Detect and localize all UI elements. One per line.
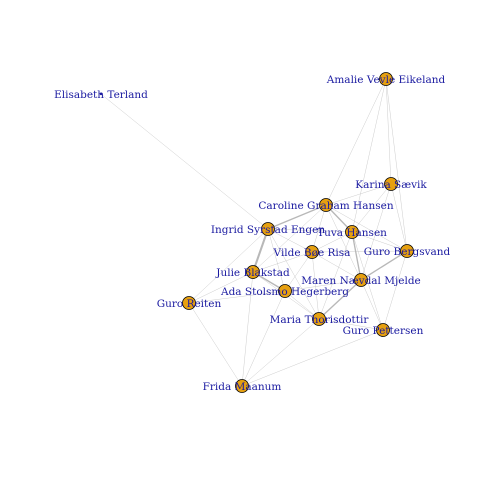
node-label-maria: Maria Thorisdottir	[270, 314, 370, 326]
edge-maren-guro_p	[360, 279, 384, 331]
edge-amalie-caroline	[325, 78, 387, 206]
node-caroline	[319, 198, 333, 212]
node-label-guro_p: Guro Pettersen	[343, 325, 424, 337]
node-ada	[278, 284, 292, 298]
node-maria	[312, 312, 326, 326]
edge-tuva-maren	[351, 231, 362, 281]
edge-tuva-vilde	[311, 231, 353, 253]
edge-caroline-maren	[325, 204, 362, 281]
node-label-ada: Ada Stolsmo Hegerberg	[220, 286, 349, 298]
edge-layer	[100, 78, 408, 387]
edge-ingrid-guro_r	[188, 228, 269, 304]
edge-amalie-guro_b	[385, 78, 408, 252]
edge-guro_b-vilde	[311, 250, 408, 253]
node-vilde	[305, 245, 319, 259]
edge-guro_b-maren	[360, 250, 408, 281]
edge-julie-guro_r	[188, 271, 254, 304]
node-amalie	[379, 72, 393, 86]
node-label-julie: Julie Blakstad	[215, 267, 290, 279]
edge-vilde-julie	[252, 251, 313, 273]
node-layer	[99, 72, 414, 393]
edge-guro_b-guro_p	[382, 250, 408, 331]
edge-ada-frida	[241, 290, 286, 387]
edge-ada-guro_r	[188, 290, 286, 304]
node-karina	[384, 177, 398, 191]
node-tuva	[345, 225, 359, 239]
edge-karina-caroline	[325, 183, 392, 206]
node-label-vilde: Vilde Bøe Risa	[273, 247, 351, 259]
edge-maren-ada	[284, 279, 362, 292]
node-ingrid	[261, 222, 275, 236]
node-frida	[235, 379, 249, 393]
edge-karina-guro_b	[390, 183, 408, 252]
node-label-elisabeth: Elisabeth Terland	[54, 89, 148, 101]
edge-ada-maria	[284, 290, 320, 320]
node-julie	[246, 265, 260, 279]
edge-vilde-maren	[311, 251, 362, 281]
node-label-maren: Maren Nævdal Mjelde	[301, 275, 421, 287]
node-guro_b	[400, 244, 414, 258]
node-maren	[354, 273, 368, 287]
node-guro_r	[182, 296, 196, 310]
edge-ingrid-maria	[267, 228, 320, 320]
edge-caroline-vilde	[311, 204, 327, 253]
edge-vilde-maria	[311, 251, 320, 320]
edge-guro_p-frida	[241, 329, 384, 387]
edge-karina-tuva	[351, 183, 392, 233]
edge-ingrid-vilde	[267, 228, 313, 253]
edge-amalie-tuva	[351, 78, 387, 233]
node-label-frida: Frida Maanum	[203, 381, 282, 393]
edge-caroline-julie	[252, 204, 327, 273]
node-label-tuva: Tuva Hansen	[317, 227, 387, 239]
edge-ingrid-tuva	[267, 228, 353, 233]
edge-julie-frida	[241, 271, 254, 387]
node-label-karina: Karina Sævik	[355, 179, 427, 191]
edge-amalie-karina	[385, 78, 392, 185]
node-label-caroline: Caroline Graham Hansen	[258, 200, 393, 212]
edge-elisabeth-ingrid	[100, 93, 269, 230]
edge-karina-maren	[360, 183, 392, 281]
edge-caroline-ingrid	[267, 204, 327, 230]
node-label-amalie: Amalie Vevle Eikeland	[326, 74, 446, 86]
edge-guro_r-frida	[188, 302, 243, 387]
node-guro_p	[376, 323, 390, 337]
edge-caroline-guro_b	[325, 204, 408, 252]
node-label-guro_r: Guro Reiten	[157, 298, 222, 310]
edge-tuva-maria	[318, 231, 353, 320]
edge-ingrid-ada	[267, 228, 286, 292]
edge-ingrid-julie	[252, 228, 269, 273]
edge-tuva-guro_b	[351, 231, 408, 252]
edge-vilde-ada	[284, 251, 313, 292]
node-label-guro_b: Guro Bergsvand	[364, 246, 451, 258]
node-label-ingrid: Ingrid Syrstad Engen	[211, 224, 326, 236]
node-elisabeth	[99, 92, 103, 96]
edge-maria-guro_p	[318, 318, 384, 331]
edge-maria-frida	[241, 318, 320, 387]
label-layer: Amalie Vevle Eikeland Elisabeth Terland Ka…	[54, 74, 450, 393]
edge-maren-maria	[318, 279, 362, 320]
